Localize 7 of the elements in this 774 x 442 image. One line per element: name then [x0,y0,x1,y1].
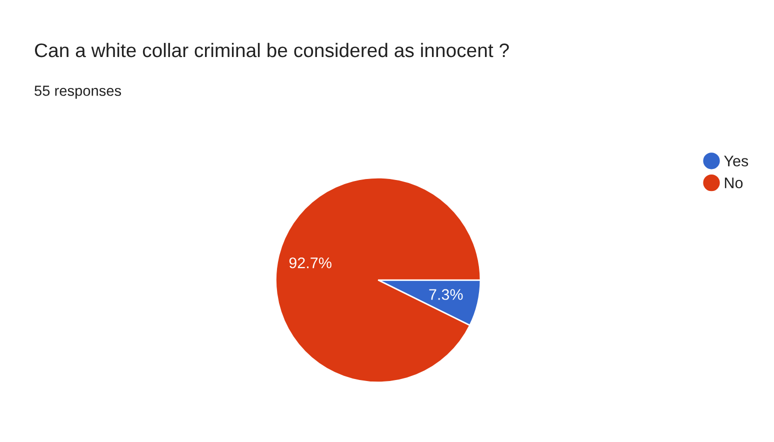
chart-title: Can a white collar criminal be considered as innocent ? [34,42,509,58]
data-label: 7.3% [429,289,463,300]
pie-slice [275,176,482,384]
text: 55 responses [34,86,122,99]
data-label: 92.7% [289,257,332,268]
legend-label: Yes [724,156,748,166]
legend-label: No [724,178,743,188]
